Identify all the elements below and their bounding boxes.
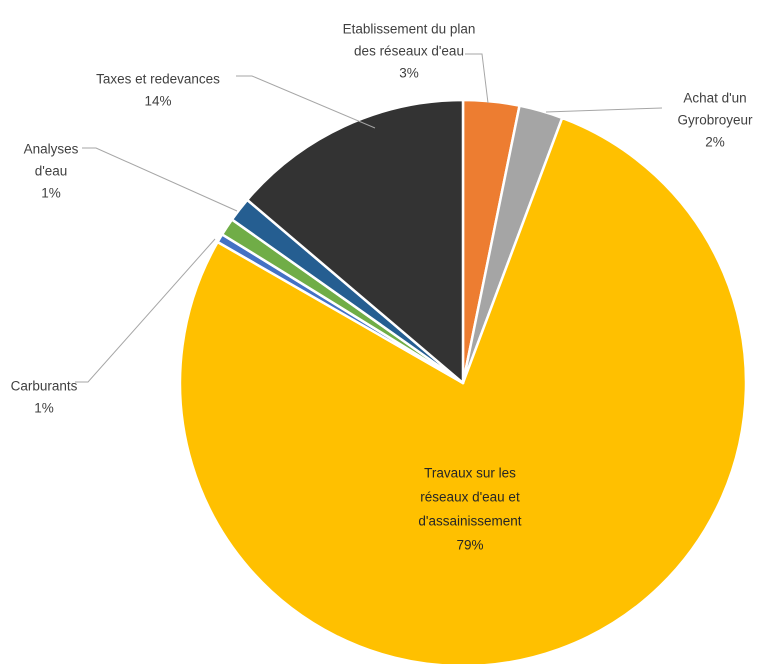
data-label-achat-d-un-gyrobroyeur-line-3: 2% [705, 135, 725, 150]
data-label-taxes-et-redevances-line-2: 14% [144, 94, 171, 109]
data-label-etablissement-du-plan-des-reseaux-d-eau-line-1: Etablissement du plan [343, 22, 476, 37]
leader-line-etablissement-du-plan-des-reseaux-d-eau-0 [465, 53, 489, 104]
pie-slice-travaux-sur-les-reseaux-d-eau-et-d-assainissement-2 [178, 116, 748, 664]
leader-line-analyses-d-eau-5 [82, 147, 238, 212]
data-label-travaux-sur-les-reseaux-d-eau-et-d-assainissement-line-3: d'assainissement [418, 514, 521, 529]
data-label-achat-d-un-gyrobroyeur-line-2: Gyrobroyeur [677, 113, 753, 128]
data-label-analyses-d-eau-line-2: d'eau [35, 164, 68, 179]
leader-line-achat-d-un-gyrobroyeur-1 [545, 107, 663, 113]
leader-lines-layer [75, 53, 663, 383]
labels-layer: Etablissement du plan des réseaux d'eau 3%… [11, 22, 753, 553]
data-label-etablissement-du-plan-des-reseaux-d-eau-line-3: 3% [399, 66, 419, 81]
leader-line-taxes-et-redevances-6 [236, 75, 376, 129]
data-label-travaux-sur-les-reseaux-d-eau-et-d-assainissement-line-4: 79% [456, 538, 483, 553]
pie-slice-taxes-et-redevances-6 [245, 98, 465, 385]
data-label-etablissement-du-plan-des-reseaux-d-eau-line-2: des réseaux d'eau [354, 44, 464, 59]
data-label-analyses-d-eau-line-1: Analyses [24, 142, 79, 157]
data-label-travaux-sur-les-reseaux-d-eau-et-d-assainissement-line-1: Travaux sur les [424, 466, 516, 481]
data-label-carburants-line-1: Carburants [11, 379, 78, 394]
data-label-analyses-d-eau-line-3: 1% [41, 186, 61, 201]
leader-line-carburants-3 [75, 238, 216, 383]
data-label-taxes-et-redevances-line-1: Taxes et redevances [96, 72, 220, 87]
slices-layer [178, 98, 748, 664]
data-label-carburants-line-2: 1% [34, 401, 54, 416]
data-label-achat-d-un-gyrobroyeur-line-1: Achat d'un [683, 91, 746, 106]
data-label-travaux-sur-les-reseaux-d-eau-et-d-assainissement-line-2: réseaux d'eau et [420, 490, 520, 505]
